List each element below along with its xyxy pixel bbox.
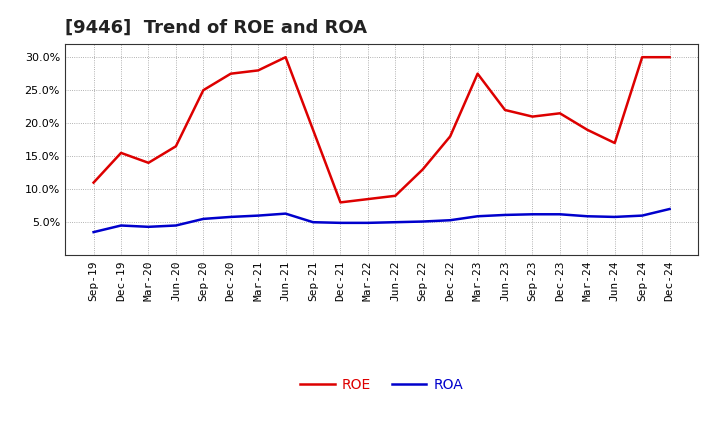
ROA bbox=[391, 220, 400, 225]
ROA bbox=[254, 213, 263, 218]
ROE bbox=[309, 127, 318, 132]
ROE bbox=[528, 114, 537, 119]
Text: [9446]  Trend of ROE and ROA: [9446] Trend of ROE and ROA bbox=[65, 19, 366, 37]
ROA bbox=[665, 206, 674, 212]
ROE bbox=[89, 180, 98, 185]
ROE bbox=[556, 110, 564, 116]
ROE bbox=[117, 150, 125, 156]
ROE bbox=[418, 167, 427, 172]
ROA bbox=[364, 220, 372, 225]
ROE bbox=[638, 55, 647, 60]
ROA bbox=[89, 230, 98, 235]
Line: ROE: ROE bbox=[94, 57, 670, 202]
ROA bbox=[473, 214, 482, 219]
ROE bbox=[336, 200, 345, 205]
ROE bbox=[254, 68, 263, 73]
ROA bbox=[117, 223, 125, 228]
ROA bbox=[171, 223, 180, 228]
ROA bbox=[500, 213, 509, 218]
Line: ROA: ROA bbox=[94, 209, 670, 232]
ROE bbox=[144, 160, 153, 165]
ROE bbox=[282, 55, 290, 60]
ROA bbox=[418, 219, 427, 224]
ROE bbox=[446, 134, 454, 139]
ROE bbox=[611, 140, 619, 146]
ROA bbox=[528, 212, 537, 217]
ROA bbox=[556, 212, 564, 217]
ROA bbox=[199, 216, 207, 221]
ROE bbox=[226, 71, 235, 76]
ROE bbox=[583, 127, 592, 132]
ROA bbox=[226, 214, 235, 220]
ROE bbox=[500, 107, 509, 113]
ROE bbox=[364, 196, 372, 202]
ROA bbox=[583, 214, 592, 219]
ROA bbox=[446, 217, 454, 223]
ROA bbox=[144, 224, 153, 230]
ROA bbox=[282, 211, 290, 216]
ROE bbox=[473, 71, 482, 76]
ROA bbox=[309, 220, 318, 225]
ROA bbox=[638, 213, 647, 218]
ROE bbox=[199, 88, 207, 93]
ROE bbox=[171, 143, 180, 149]
ROA bbox=[611, 214, 619, 220]
ROE bbox=[391, 193, 400, 198]
ROA bbox=[336, 220, 345, 225]
Legend: ROE, ROA: ROE, ROA bbox=[294, 372, 469, 397]
ROE bbox=[665, 55, 674, 60]
